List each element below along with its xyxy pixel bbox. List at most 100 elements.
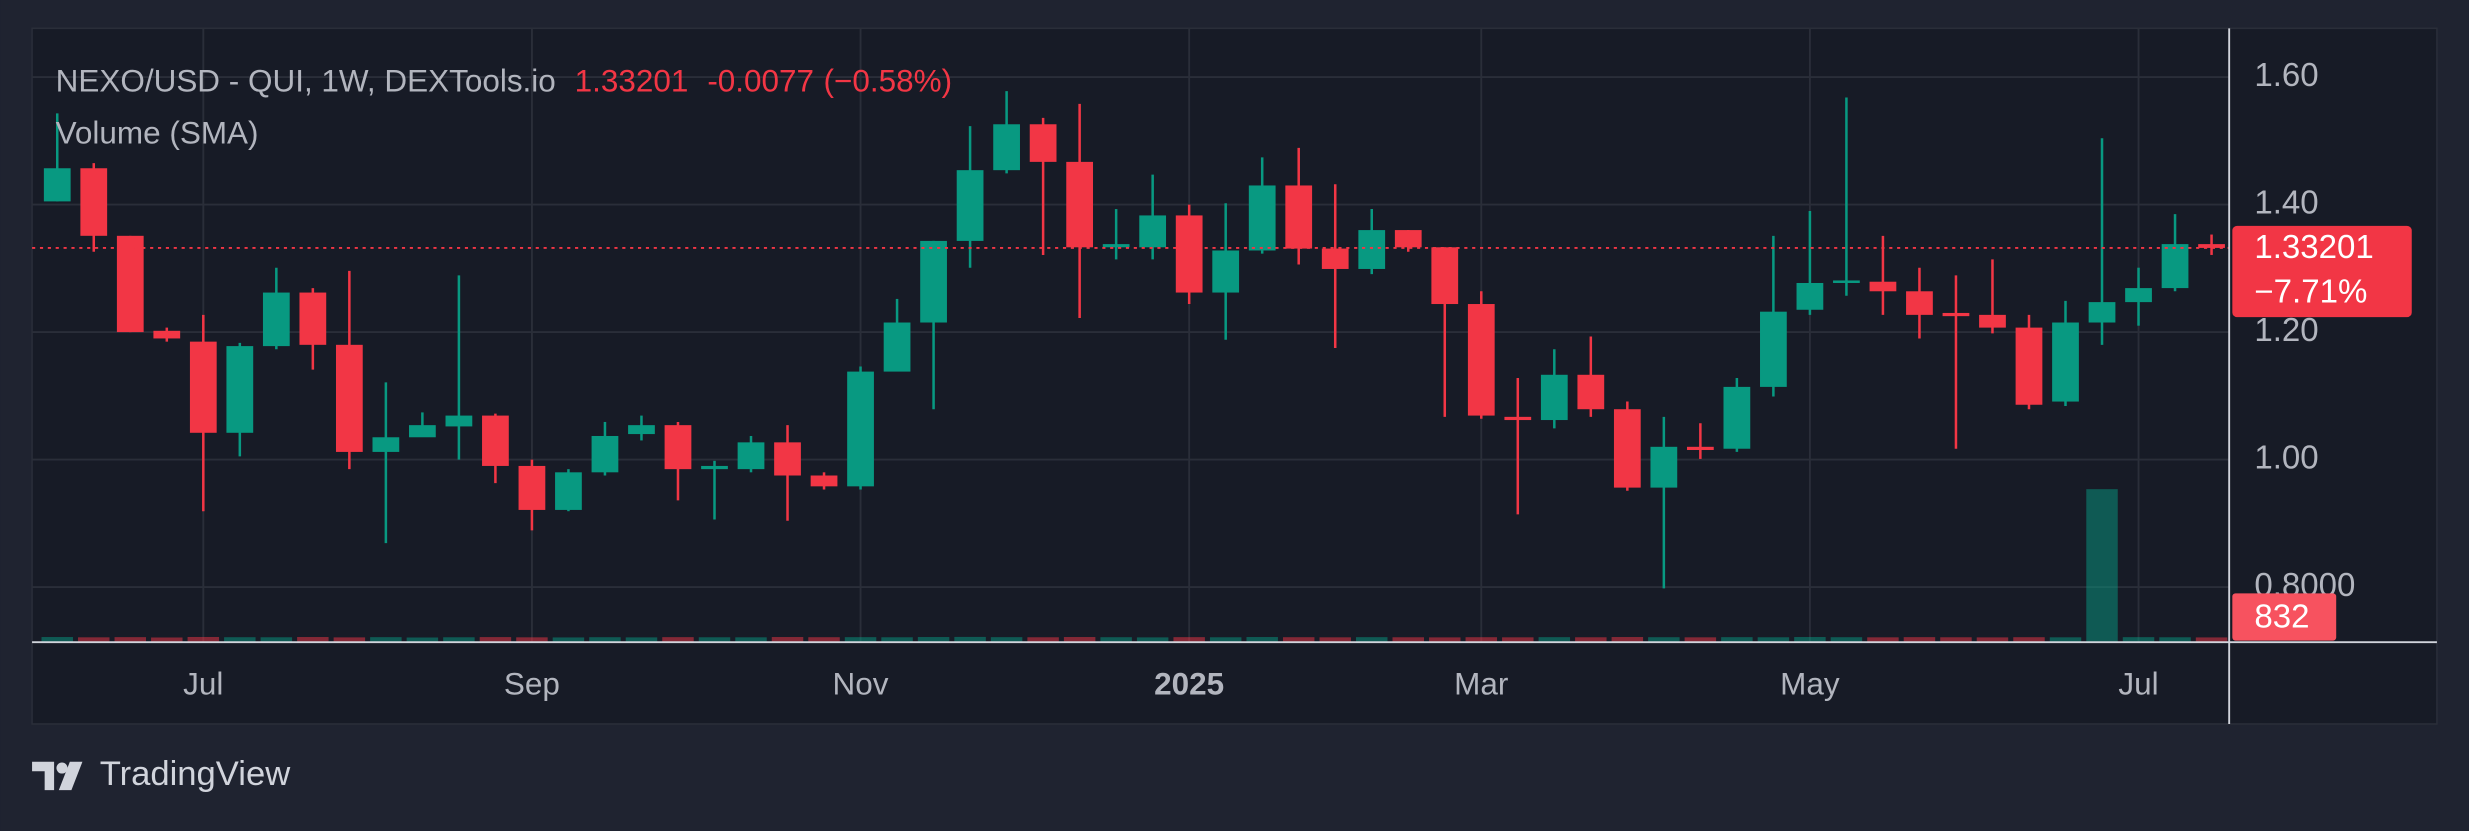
volume-bar xyxy=(333,637,366,643)
volume-bar xyxy=(1648,637,1680,643)
candle-body xyxy=(1723,386,1751,449)
candle-body xyxy=(1650,446,1678,488)
candle-body xyxy=(1248,185,1276,251)
volume-bar xyxy=(1684,637,1717,643)
volume-bar xyxy=(1100,637,1132,643)
volume-bar xyxy=(1830,637,1863,643)
candle-body xyxy=(956,170,984,241)
candle-body xyxy=(445,415,473,427)
volume-bar xyxy=(224,637,256,643)
x-tick-label: May xyxy=(1780,667,1840,702)
last-price: 1.33201 xyxy=(575,64,689,99)
x-tick-label: Sep xyxy=(504,667,560,702)
volume-bar xyxy=(1940,637,1972,643)
candle-body xyxy=(372,437,400,452)
volume-bar xyxy=(2013,637,2045,643)
candle-body xyxy=(1321,248,1349,269)
volume-bar xyxy=(151,637,183,643)
candle-body xyxy=(2161,244,2189,289)
volume-bar xyxy=(1209,637,1242,643)
candle-body xyxy=(1686,446,1714,451)
candle-body xyxy=(737,442,765,470)
volume-bar xyxy=(2086,489,2118,643)
candle-body xyxy=(1833,280,1860,283)
volume-bar xyxy=(2195,637,2228,643)
volume-bar xyxy=(479,637,512,643)
candle-body xyxy=(1577,374,1605,410)
candle-body xyxy=(664,425,692,470)
candle-body xyxy=(1760,311,1787,387)
volume-bar xyxy=(1867,637,1899,643)
price-tag-change: −7.71% xyxy=(2254,273,2367,310)
candle-body xyxy=(920,240,947,323)
y-tick-label: 1.60 xyxy=(2254,57,2318,94)
candle-body xyxy=(80,168,108,236)
x-tick-label: 2025 xyxy=(1154,667,1224,702)
candle-body xyxy=(1869,281,1897,292)
volume-tag-value: 832 xyxy=(2254,598,2309,635)
candle-body xyxy=(1029,124,1057,162)
x-tick-label: Mar xyxy=(1454,667,1508,702)
volume-bar xyxy=(2122,637,2155,643)
volume-bar xyxy=(881,637,913,643)
volume-bar xyxy=(114,637,147,643)
candle-body xyxy=(518,465,546,510)
volume-bar xyxy=(1465,637,1498,643)
volume-bar xyxy=(1721,637,1753,643)
volume-bar xyxy=(1063,637,1096,643)
volume-bar xyxy=(1027,637,1059,643)
volume-bar xyxy=(735,637,767,643)
candle-body xyxy=(153,330,181,339)
volume-bar xyxy=(1392,637,1424,643)
volume-bar xyxy=(1282,637,1315,643)
volume-bar xyxy=(187,636,220,643)
candle-body xyxy=(847,371,874,487)
volume-bar xyxy=(1429,637,1461,643)
volume-bar xyxy=(1319,637,1351,643)
marks xyxy=(32,91,2230,643)
candle-body xyxy=(1139,215,1167,248)
candle-body xyxy=(1212,250,1240,293)
candle-body xyxy=(1540,374,1568,421)
volume-bar xyxy=(78,637,110,643)
candle-body xyxy=(335,344,363,452)
brand-name: TradingView xyxy=(100,755,291,793)
candle-body xyxy=(1504,416,1532,421)
logo-shape xyxy=(58,761,83,791)
candle-body xyxy=(774,442,801,476)
candle-body xyxy=(628,425,655,435)
volume-bar xyxy=(1502,637,1534,643)
volume-bar xyxy=(808,637,840,643)
y-tick-label: 1.00 xyxy=(2254,439,2318,476)
volume-bar xyxy=(625,637,658,643)
candle-body xyxy=(1394,230,1422,248)
logo-shape xyxy=(32,761,55,791)
candle-body xyxy=(2198,244,2225,248)
candle-body xyxy=(482,415,509,466)
candle-body xyxy=(993,124,1020,171)
volume-bar xyxy=(1757,637,1790,643)
volume-bar xyxy=(2049,637,2082,643)
volume-bar xyxy=(954,636,986,643)
indicator-label: Volume (SMA) xyxy=(56,116,259,151)
symbol-title: NEXO/USD - QUI, 1W, DEXTools.io xyxy=(56,64,556,99)
volume-bar xyxy=(516,637,548,643)
y-tick-label: 1.40 xyxy=(2254,184,2318,221)
volume-bar xyxy=(1575,637,1607,643)
volume-bar xyxy=(443,637,475,643)
volume-bar xyxy=(1903,637,1936,643)
candle-body xyxy=(1102,244,1130,248)
candle-body xyxy=(1613,409,1641,488)
volume-bar xyxy=(370,637,402,643)
volume-bar xyxy=(771,637,804,643)
candle-body xyxy=(1175,215,1203,293)
candle-body xyxy=(1796,282,1824,310)
brand-logo xyxy=(32,761,83,791)
candle-body xyxy=(299,292,327,345)
logo-dot xyxy=(56,762,68,774)
candle-body xyxy=(1066,161,1094,248)
candle-body xyxy=(226,346,254,433)
